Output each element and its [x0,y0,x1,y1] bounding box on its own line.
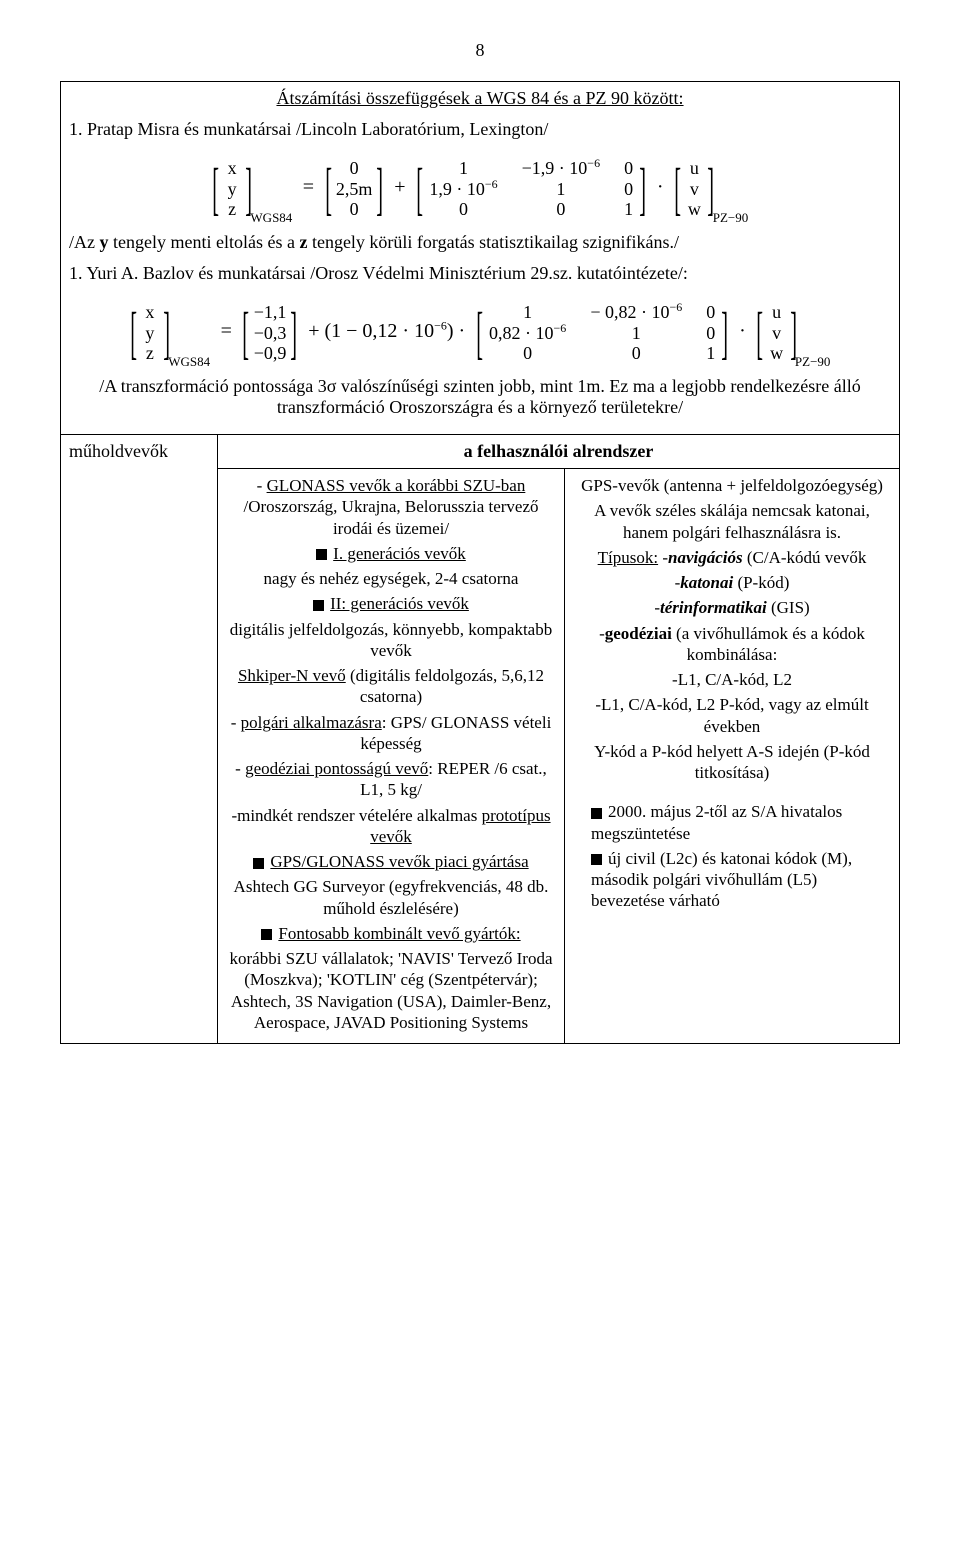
sub-header: a felhasználói alrendszer [218,435,900,469]
square-bullet-icon [313,600,324,611]
content-table: Átszámítási összefüggések a WGS 84 és a … [60,81,900,1044]
item2-label: 1. Yuri A. Bazlov és munkatársai /Orosz … [69,263,891,284]
note-1: /Az y tengely menti eltolás és a z tenge… [69,232,891,253]
formulas-cell: Átszámítási összefüggések a WGS 84 és a … [61,82,900,435]
square-bullet-icon [591,854,602,865]
equation-2: [ x y z ] WGS84 = [ −1,1 [130,302,831,364]
gps-column: GPS-vevők (antenna + jelfeldolgozóegység… [565,469,900,1044]
square-bullet-icon [316,549,327,560]
glonass-column: - GLONASS vevők a korábbi SZU-ban /Orosz… [218,469,565,1044]
equation-1: [ x y z ] WGS84 = [ 0 2 [212,158,749,220]
item1-label: 1. Pratap Misra és munkatársai /Lincoln … [69,119,891,140]
square-bullet-icon [253,858,264,869]
square-bullet-icon [591,808,602,819]
page-number: 8 [60,40,900,61]
section-title: Átszámítási összefüggések a WGS 84 és a … [276,88,683,108]
note-2: /A transzformáció pontossága 3σ valószín… [69,376,891,418]
square-bullet-icon [261,929,272,940]
left-label-cell: műholdvevők [61,435,218,1044]
